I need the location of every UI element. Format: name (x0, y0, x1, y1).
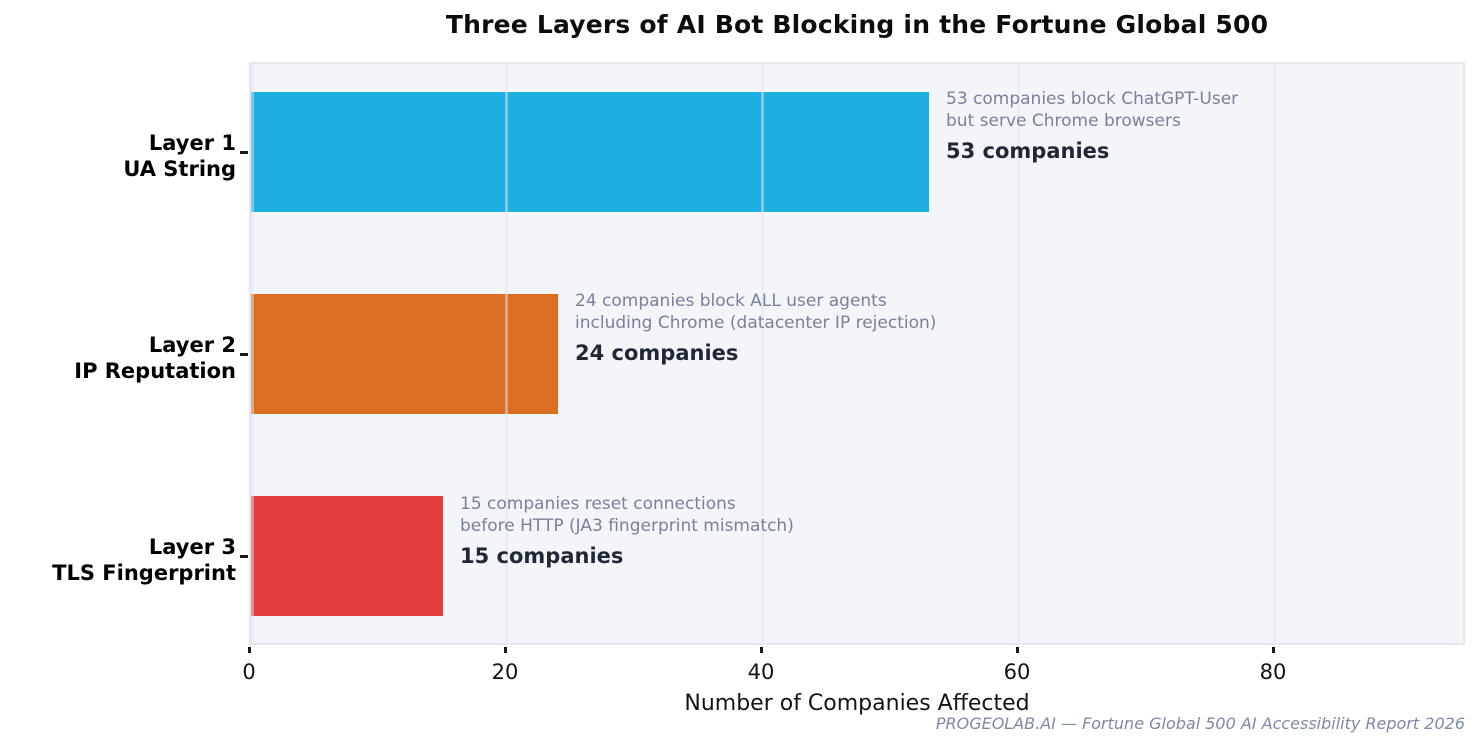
bar-layer3-tls-fingerprint (251, 496, 443, 616)
x-axis-label: Number of Companies Affected (684, 691, 1030, 716)
bar-layer1-ua-string (251, 92, 929, 212)
x-tick-label-80: 80 (1259, 660, 1287, 684)
annotation-layer1-line2: but serve Chrome browsers (946, 111, 1181, 131)
y-label-layer2: Layer 2 IP Reputation (0, 332, 236, 384)
x-tick-60 (1016, 647, 1019, 653)
y-label-layer3-line1: Layer 3 (148, 535, 236, 559)
annotation-layer2-value: 24 companies (575, 341, 739, 365)
y-tick-layer2 (240, 353, 248, 356)
y-label-layer2-line1: Layer 2 (148, 333, 236, 357)
plot-area (249, 62, 1465, 645)
y-label-layer1-line2: UA String (123, 157, 236, 181)
y-label-layer3-line2: TLS Fingerprint (52, 561, 236, 585)
x-tick-40 (760, 647, 763, 653)
x-tick-80 (1272, 647, 1275, 653)
source-note: PROGEOLAB.AI — Fortune Global 500 AI Acc… (935, 714, 1465, 733)
gridline-80 (1273, 64, 1276, 643)
y-label-layer3: Layer 3 TLS Fingerprint (0, 534, 236, 586)
gridline-20 (505, 64, 508, 643)
annotation-layer2-line2: including Chrome (datacenter IP rejectio… (575, 313, 937, 333)
chart-title: Three Layers of AI Bot Blocking in the F… (445, 10, 1269, 39)
y-label-layer1-line1: Layer 1 (148, 131, 236, 155)
y-label-layer1: Layer 1 UA String (0, 130, 236, 182)
annotation-layer1-value: 53 companies (946, 139, 1110, 163)
annotation-layer3: 15 companies reset connections before HT… (460, 493, 794, 569)
gridline-0 (251, 64, 254, 643)
bar-layer2-ip-reputation (251, 294, 558, 414)
y-label-layer2-line2: IP Reputation (74, 359, 236, 383)
x-tick-label-20: 20 (491, 660, 519, 684)
gridline-40 (761, 64, 764, 643)
x-tick-20 (504, 647, 507, 653)
annotation-layer3-value: 15 companies (460, 544, 624, 568)
annotation-layer1-line1: 53 companies block ChatGPT-User (946, 89, 1239, 109)
x-tick-label-0: 0 (242, 660, 256, 684)
annotation-layer2: 24 companies block ALL user agents inclu… (575, 290, 936, 366)
y-tick-layer3 (240, 555, 248, 558)
x-tick-label-40: 40 (747, 660, 775, 684)
annotation-layer2-line1: 24 companies block ALL user agents (575, 291, 887, 311)
annotation-layer3-line1: 15 companies reset connections (460, 494, 736, 514)
annotation-layer3-line2: before HTTP (JA3 fingerprint mismatch) (460, 516, 794, 536)
gridline-60 (1017, 64, 1020, 643)
x-tick-0 (248, 647, 251, 653)
y-tick-layer1 (240, 151, 248, 154)
x-tick-label-60: 60 (1003, 660, 1031, 684)
annotation-layer1: 53 companies block ChatGPT-User but serv… (946, 88, 1238, 164)
